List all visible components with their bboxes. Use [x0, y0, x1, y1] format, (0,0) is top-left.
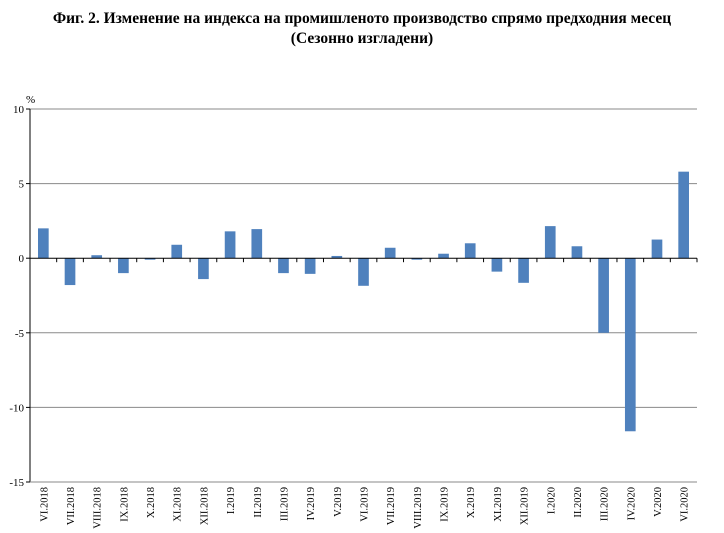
y-tick-label: -5 [15, 328, 25, 340]
chart-title: Фиг. 2. Изменение на индекса на промишле… [52, 10, 672, 27]
x-tick-label: XI.2018 [173, 487, 184, 522]
bar [384, 247, 396, 259]
bar [331, 255, 343, 259]
x-tick-label: IV.2019 [306, 487, 317, 520]
bar [651, 239, 663, 259]
x-tick-label: V.2019 [333, 487, 344, 517]
bar [464, 243, 476, 259]
bar [38, 228, 49, 259]
x-tick-label: I.2020 [546, 487, 557, 514]
bar [438, 253, 449, 259]
y-tick-label: -10 [9, 402, 24, 414]
x-tick-label: V.2020 [653, 487, 664, 517]
bar [64, 258, 76, 286]
x-tick-label: VIII.2018 [93, 487, 104, 529]
bar [678, 171, 689, 259]
chart-subtitle: (Сезонно изгладени) [290, 30, 434, 47]
bar [411, 258, 423, 260]
bar [91, 255, 103, 259]
x-tick-label: VII.2018 [66, 487, 77, 525]
x-tick-label: VI.2018 [39, 487, 50, 522]
x-tick-label: IV.2020 [626, 487, 637, 520]
bar [544, 226, 556, 259]
x-tick-label: VIII.2019 [413, 487, 424, 529]
x-tick-label: II.2020 [573, 487, 584, 518]
x-tick-label: III.2020 [600, 487, 611, 521]
x-tick-label: IX.2019 [440, 487, 451, 522]
x-tick-label: XII.2018 [199, 487, 210, 525]
x-tick-label: VI.2019 [360, 487, 371, 522]
bar [224, 231, 236, 259]
bar [304, 258, 316, 274]
x-tick-label: XI.2019 [493, 487, 504, 522]
bar [624, 258, 636, 432]
y-tick-label: -15 [9, 477, 24, 489]
x-tick-label: VI.2020 [680, 487, 691, 522]
bar [118, 258, 129, 274]
bar [144, 258, 156, 260]
bar [358, 258, 369, 286]
y-tick-label: 0 [19, 253, 25, 265]
bar [518, 258, 529, 283]
x-tick-label: X.2019 [466, 487, 477, 518]
y-axis-unit-label: % [26, 94, 35, 106]
y-tick-label: 10 [13, 104, 25, 116]
x-tick-label: VII.2019 [386, 487, 397, 525]
x-tick-label: XII.2019 [520, 487, 531, 525]
bar [598, 258, 609, 333]
bar [171, 244, 183, 259]
x-tick-label: IX.2018 [119, 487, 130, 522]
x-tick-label: I.2019 [226, 487, 237, 514]
bar [251, 229, 263, 259]
bar [571, 246, 583, 259]
bar [491, 258, 503, 272]
bar [198, 258, 209, 280]
y-tick-label: 5 [19, 179, 25, 191]
x-tick-label: III.2019 [279, 487, 290, 521]
bar [278, 258, 289, 274]
x-tick-label: X.2018 [146, 487, 157, 518]
x-tick-label: II.2019 [253, 487, 264, 518]
